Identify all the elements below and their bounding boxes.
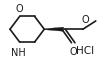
Text: HCl: HCl	[76, 46, 94, 56]
Text: O: O	[81, 15, 89, 25]
Polygon shape	[44, 27, 64, 31]
Text: O: O	[70, 46, 78, 57]
Text: O: O	[16, 4, 23, 14]
Text: NH: NH	[11, 48, 25, 58]
